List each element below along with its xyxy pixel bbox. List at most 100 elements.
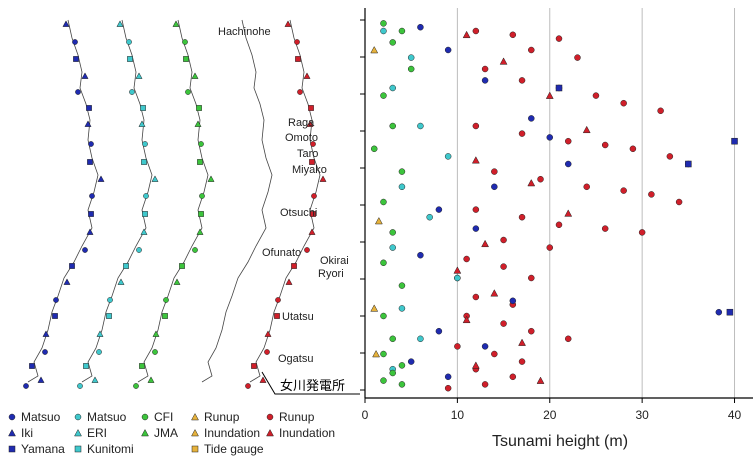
map-marker	[42, 330, 50, 337]
data-point	[389, 39, 396, 46]
legend-label: Iki	[21, 426, 33, 440]
legend-label: Matsuo	[21, 410, 61, 424]
map-marker	[319, 175, 327, 182]
data-point	[380, 312, 387, 320]
map-marker	[196, 105, 202, 111]
map-marker	[23, 383, 29, 389]
place-label-ogatsu: Ogatsu	[278, 353, 313, 365]
legend-marker	[8, 428, 16, 437]
place-label-taro: Taro	[297, 148, 318, 160]
map-marker	[135, 72, 143, 79]
map-marker	[142, 141, 148, 147]
map-marker	[297, 89, 303, 95]
data-point	[407, 65, 415, 73]
map-marker	[295, 56, 301, 62]
map-marker	[86, 105, 92, 111]
coast-map	[23, 19, 105, 389]
place-label-okirai: Okirai	[320, 255, 349, 267]
data-point	[417, 251, 424, 259]
data-point	[564, 209, 573, 217]
data-point	[471, 361, 480, 369]
data-point	[380, 350, 387, 358]
series	[453, 30, 591, 384]
map-marker	[75, 89, 81, 95]
legend-item: ERI	[74, 426, 107, 440]
data-point	[472, 225, 480, 232]
data-point	[518, 213, 526, 221]
data-point	[564, 160, 572, 168]
data-point	[444, 46, 452, 54]
map-marker	[311, 193, 317, 199]
data-point	[509, 373, 517, 381]
legend: Matsuo Iki Yamana Matsuo ERI Kunitomi CFI JMA Ru…	[8, 410, 335, 456]
legend-marker	[266, 413, 274, 421]
map-marker	[88, 141, 94, 147]
map-marker	[182, 39, 188, 45]
map-marker	[310, 141, 316, 147]
scatter-chart: 0 10 20 30 40 Tsunami height (m)	[360, 8, 753, 450]
data-point	[472, 122, 480, 130]
place-label-miyako: Miyako	[292, 164, 327, 176]
legend-marker	[8, 445, 16, 453]
data-point	[731, 137, 738, 145]
data-point	[462, 315, 471, 324]
legend-label: CFI	[154, 410, 173, 424]
data-point	[435, 327, 443, 335]
map-marker	[264, 330, 272, 337]
map-marker	[199, 193, 205, 199]
x-axis-ticks: 0 10 20 30 40	[362, 398, 742, 422]
legend-item: Matsuo	[74, 410, 127, 424]
data-point	[592, 92, 600, 99]
map-marker	[185, 89, 191, 95]
map-marker	[285, 278, 293, 285]
map-marker	[37, 376, 45, 383]
map-marker	[136, 247, 142, 253]
legend-item: Kunitomi	[74, 442, 134, 456]
map-marker	[143, 193, 149, 199]
data-point	[374, 216, 383, 225]
data-point	[564, 335, 572, 343]
legend-label: Runup	[204, 410, 240, 424]
map-marker	[151, 175, 159, 182]
data-point	[372, 349, 381, 358]
legend-item: JMA	[141, 426, 178, 440]
map-marker	[89, 193, 95, 199]
data-point	[601, 225, 609, 232]
data-point	[389, 122, 396, 130]
data-point	[555, 221, 563, 229]
legend-marker	[141, 413, 149, 421]
data-point	[518, 77, 526, 84]
map-marker	[73, 56, 79, 62]
data-point	[380, 20, 387, 27]
data-point	[657, 107, 664, 115]
map-marker	[88, 211, 94, 217]
plant-label: 女川発電所	[280, 378, 345, 393]
legend-marker	[141, 428, 149, 437]
x-axis-label: Tsunami height (m)	[492, 433, 628, 450]
coastline	[249, 19, 321, 383]
data-point	[444, 384, 452, 392]
data-point	[675, 198, 683, 206]
data-point	[629, 145, 637, 153]
data-point	[481, 77, 489, 84]
data-point	[417, 335, 424, 343]
map-marker	[306, 120, 314, 127]
data-point	[370, 304, 379, 312]
map-marker	[303, 72, 311, 79]
data-point	[398, 183, 406, 191]
legend-marker	[8, 413, 16, 421]
place-label-ofunato: Ofunato	[262, 247, 301, 259]
map-marker	[107, 297, 113, 303]
map-marker	[123, 263, 129, 269]
data-point	[528, 327, 535, 335]
coastline	[201, 19, 273, 383]
map-marker	[127, 56, 133, 62]
data-point	[472, 293, 480, 301]
x-tick-label: 40	[728, 408, 742, 422]
map-marker	[196, 228, 204, 235]
map-marker	[96, 330, 104, 337]
data-point	[528, 274, 535, 282]
map-marker	[82, 247, 88, 253]
data-points	[370, 20, 738, 392]
